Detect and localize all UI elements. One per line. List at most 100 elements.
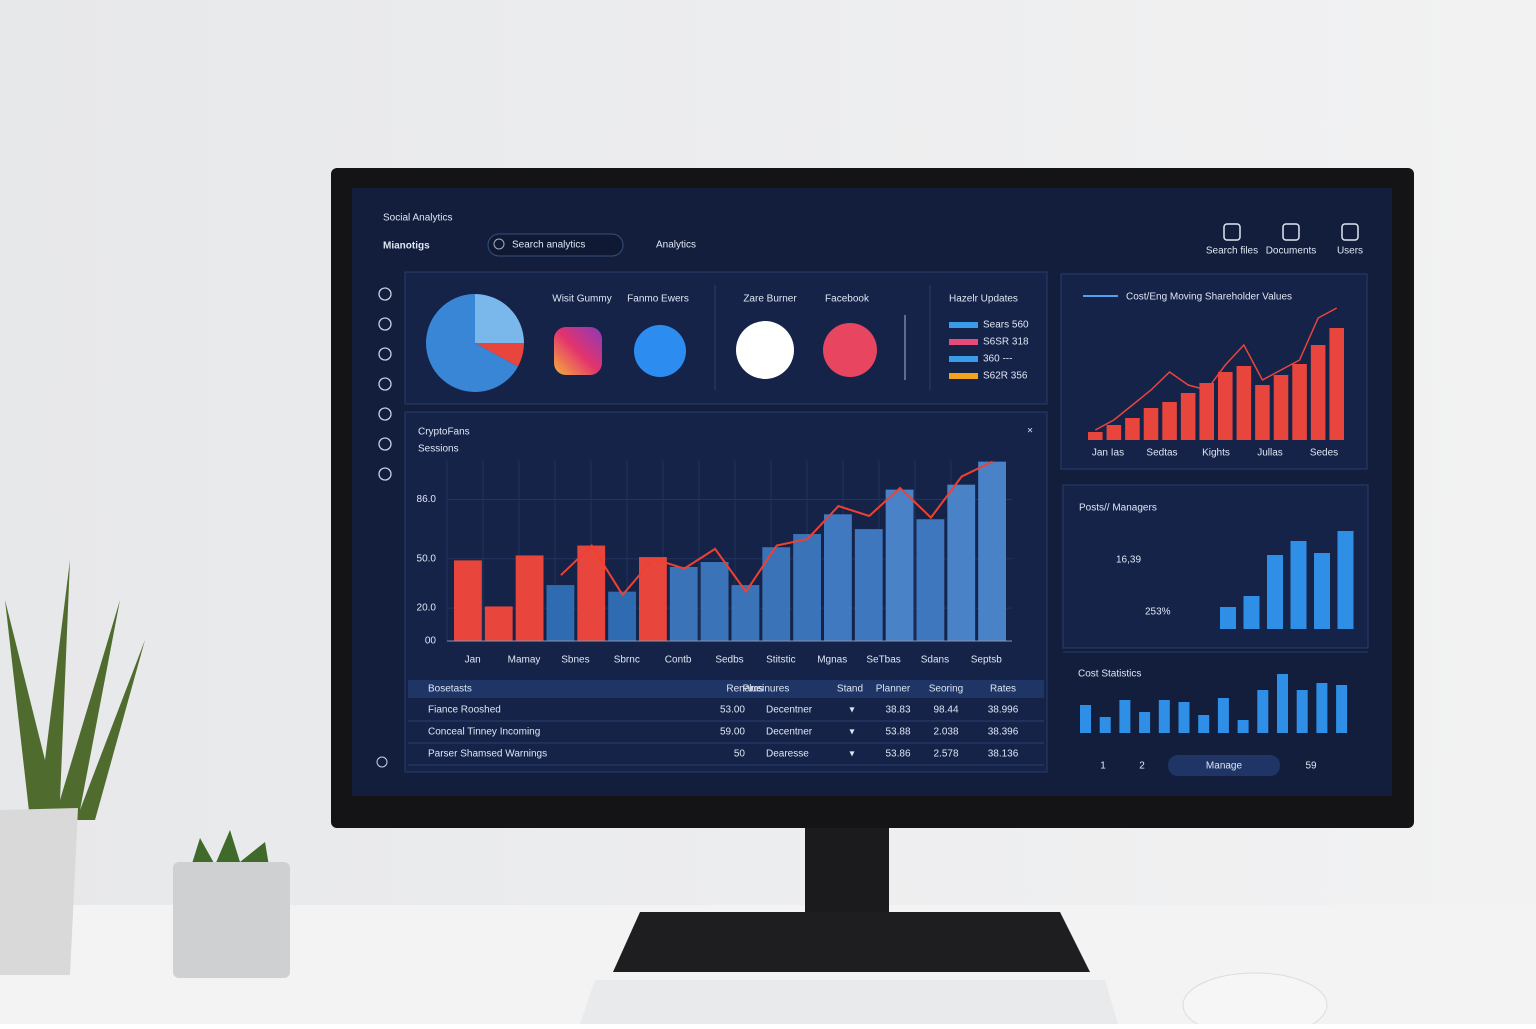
x-tick-label: Mamay <box>508 655 541 666</box>
small-pot <box>173 862 290 978</box>
table-cell: Fiance Rooshed <box>428 705 501 716</box>
bar <box>454 560 482 641</box>
table-cell: 53.86 <box>885 749 910 760</box>
legend-label: 360 --- <box>983 354 1012 365</box>
pager-item: 59 <box>1305 761 1317 772</box>
close-icon[interactable]: × <box>1027 426 1033 437</box>
bar <box>1217 698 1229 733</box>
y-tick-label: 00 <box>425 636 437 647</box>
legend-label: S62R 356 <box>983 371 1028 382</box>
y-tick-label: 86.0 <box>417 494 437 505</box>
bar <box>1255 385 1270 440</box>
social-label: Zare Burner <box>743 294 797 305</box>
page-title: Analytics <box>656 240 696 251</box>
social-icon[interactable] <box>736 321 794 379</box>
legend-swatch <box>949 339 978 345</box>
pie-slice <box>475 343 524 367</box>
kpi-change: 253% <box>1145 607 1171 618</box>
column-header: Stand <box>837 684 863 695</box>
x-tick-label: SeTbas <box>866 655 900 666</box>
nav-icon[interactable] <box>378 287 392 301</box>
line <box>560 460 994 597</box>
bar <box>1237 720 1249 733</box>
social-label: Fanmo Ewers <box>627 294 689 305</box>
x-tick-label: Sbrnc <box>614 655 640 666</box>
bar <box>1292 364 1307 440</box>
dropdown[interactable]: ▾ <box>849 727 854 738</box>
app-label: Social Analytics <box>383 213 452 224</box>
search-placeholder: Search analytics <box>512 240 585 251</box>
bar <box>731 585 760 641</box>
column-header: Planner <box>876 684 911 695</box>
table-cell: Parser Shamsed Warnings <box>428 749 547 760</box>
dropdown[interactable]: ▾ <box>849 705 854 716</box>
plant-leaves <box>5 560 145 820</box>
bar <box>978 461 1006 641</box>
action-icon[interactable] <box>1341 223 1359 241</box>
bar <box>1267 555 1283 629</box>
table-cell: Conceal Tinney Incoming <box>428 727 540 738</box>
bar <box>1310 345 1326 440</box>
pager-item: Manage <box>1206 761 1243 772</box>
column-header: Rates <box>990 684 1016 695</box>
nav-icon[interactable] <box>378 347 392 361</box>
action-label: Documents <box>1266 246 1317 257</box>
nav-icon[interactable] <box>376 756 388 768</box>
x-tick-label: Jan <box>465 655 481 666</box>
bar <box>669 566 698 641</box>
pager-active[interactable] <box>1168 755 1280 776</box>
table-cell: 53.88 <box>885 727 910 738</box>
nav-icon[interactable] <box>378 317 392 331</box>
legend-swatch <box>949 356 978 362</box>
bar <box>1080 705 1091 733</box>
bar <box>916 519 945 641</box>
instagram-icon[interactable] <box>554 327 602 375</box>
pager-item: 2 <box>1139 761 1145 772</box>
mouse <box>1182 972 1328 1029</box>
legend-label: S6SR 318 <box>983 337 1029 348</box>
x-tick-label: Sdans <box>921 655 949 666</box>
bar <box>854 529 883 641</box>
succulent <box>190 830 270 872</box>
social-icon[interactable] <box>823 323 877 377</box>
nav-icon[interactable] <box>378 437 392 451</box>
bar <box>1277 674 1288 733</box>
action-icon[interactable] <box>1282 223 1300 241</box>
action-icon[interactable] <box>1223 223 1241 241</box>
kpi-value: 16,39 <box>1116 555 1141 566</box>
nav-icon[interactable] <box>378 377 392 391</box>
bar <box>1143 408 1159 440</box>
twitter-icon[interactable] <box>634 325 686 377</box>
column-header: Plusinures <box>743 684 790 695</box>
dropdown[interactable]: ▾ <box>849 749 854 760</box>
bar <box>515 555 544 641</box>
table-cell: Decentner <box>766 705 813 716</box>
bar <box>1139 712 1151 733</box>
table-cell: 59.00 <box>720 727 745 738</box>
bar <box>1119 700 1131 733</box>
bar <box>1243 596 1260 629</box>
nav-icon[interactable] <box>378 407 392 421</box>
monitor-neck <box>805 820 889 920</box>
column-header: Bosetasts <box>428 684 472 695</box>
brand: Mianotigs <box>383 241 430 252</box>
bar <box>1198 715 1210 733</box>
table-cell: 38.996 <box>988 705 1019 716</box>
x-tick-label: Sedes <box>1310 448 1338 459</box>
pie-slice <box>425 294 518 392</box>
bar <box>608 591 636 641</box>
x-tick-label: Sedtas <box>1146 448 1177 459</box>
bar <box>1178 702 1190 733</box>
x-tick-label: Jan Ias <box>1092 448 1124 459</box>
x-tick-label: Septsb <box>971 655 1003 666</box>
bar <box>1158 700 1170 733</box>
nav-icon[interactable] <box>378 467 392 481</box>
search-box[interactable] <box>487 233 624 257</box>
table-cell: 2.038 <box>933 727 958 738</box>
chart-subtitle: Sessions <box>418 444 459 455</box>
posts-title: Posts// Managers <box>1079 503 1157 514</box>
table-cell: 53.00 <box>720 705 745 716</box>
search-icon <box>493 238 505 250</box>
x-tick-label: Contb <box>665 655 692 666</box>
